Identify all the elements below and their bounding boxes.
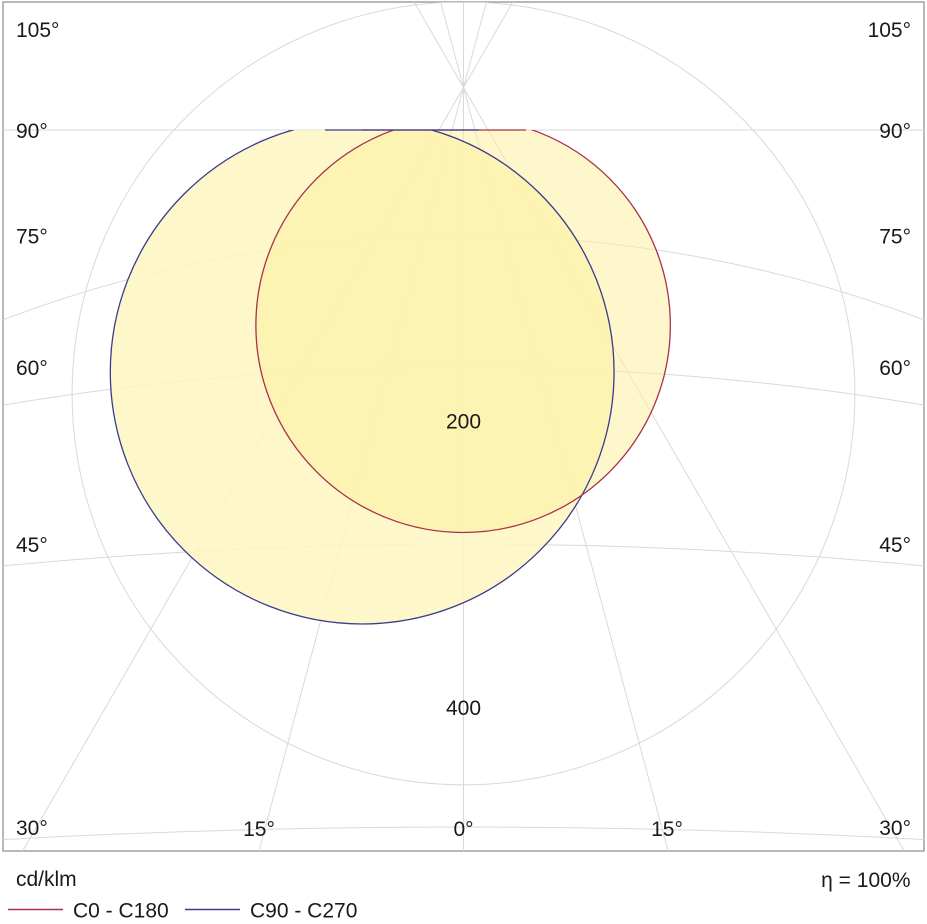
svg-text:90°: 90°: [16, 120, 48, 143]
svg-text:45°: 45°: [16, 534, 48, 557]
svg-text:0°: 0°: [453, 818, 473, 841]
svg-text:15°: 15°: [243, 818, 275, 841]
svg-text:105°: 105°: [16, 19, 59, 42]
svg-text:60°: 60°: [16, 357, 48, 380]
svg-text:400: 400: [446, 697, 481, 720]
svg-text:η = 100%: η = 100%: [821, 869, 910, 892]
svg-text:60°: 60°: [879, 357, 911, 380]
svg-text:15°: 15°: [651, 818, 683, 841]
svg-text:200: 200: [446, 411, 481, 434]
svg-text:90°: 90°: [879, 120, 911, 143]
svg-text:C90 - C270: C90 - C270: [250, 900, 357, 923]
svg-text:105°: 105°: [868, 19, 911, 42]
svg-text:75°: 75°: [16, 226, 48, 249]
svg-text:30°: 30°: [879, 817, 911, 840]
svg-text:30°: 30°: [16, 817, 48, 840]
svg-text:75°: 75°: [879, 226, 911, 249]
svg-text:45°: 45°: [879, 534, 911, 557]
svg-text:C0 - C180: C0 - C180: [73, 900, 169, 923]
svg-text:cd/klm: cd/klm: [16, 868, 77, 891]
